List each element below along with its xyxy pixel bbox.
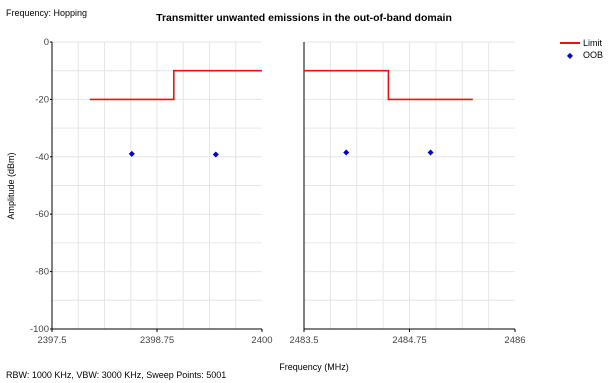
panel-2-oob-point	[427, 149, 434, 156]
legend-limit-label: Limit	[583, 38, 603, 48]
panel-2-oob-point	[343, 149, 350, 156]
y-tick-label: -60	[35, 209, 49, 220]
panel-1-x-tick-label: 2400	[251, 335, 272, 346]
panel-1-x-tick-label: 2398.75	[140, 335, 174, 346]
y-tick-label: -80	[35, 267, 49, 278]
legend-oob-marker: ◆	[567, 51, 574, 60]
sweep-settings: RBW: 1000 KHz, VBW: 3000 KHz, Sweep Poin…	[6, 370, 226, 380]
panel-2-x-tick-label: 2483.5	[289, 335, 318, 346]
legend: Limit ◆ OOB	[560, 38, 603, 60]
panel-2-limit-line	[304, 69, 473, 101]
y-tick-label: -100	[30, 324, 49, 335]
y-axis-label: Amplitude (dBm)	[6, 152, 16, 219]
y-tick-label: -40	[35, 152, 49, 163]
panel-1-limit-line	[89, 69, 262, 101]
y-tick-label: 0	[44, 37, 49, 48]
panel-1-oob-point	[128, 150, 135, 157]
legend-oob-label: OOB	[583, 50, 603, 60]
frequency-label: Frequency: Hopping	[6, 8, 87, 18]
panel-2-x-tick-label: 2486	[504, 335, 525, 346]
panel-1-x-tick-label: 2397.5	[37, 335, 66, 346]
chart-title: Transmitter unwanted emissions in the ou…	[156, 12, 452, 24]
panel-2-x-tick-label: 2484.75	[392, 335, 426, 346]
y-tick-label: -20	[35, 94, 49, 105]
panel-1-oob-point	[212, 151, 219, 158]
x-axis-label: Frequency (MHz)	[279, 362, 349, 372]
